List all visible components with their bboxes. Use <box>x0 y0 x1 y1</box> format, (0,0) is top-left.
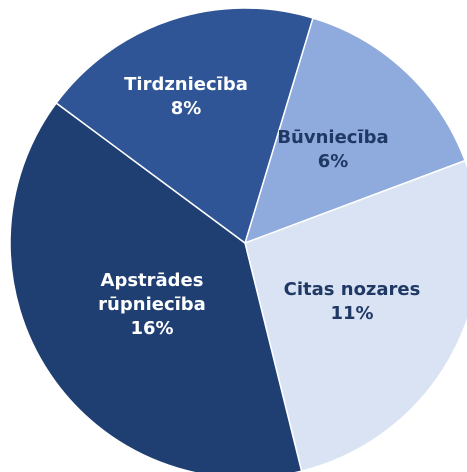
slice-label: Citas nozares 11% <box>265 278 440 326</box>
percent: 6% <box>317 151 349 172</box>
percent: 8% <box>170 98 202 119</box>
pie-slice <box>244 159 467 472</box>
category: Citas nozares <box>283 279 421 300</box>
slice-label: Būvniecība 6% <box>268 126 398 174</box>
category: Būvniecība <box>277 127 389 148</box>
percent: 11% <box>330 303 374 324</box>
slice-label: Tirdzniecība 8% <box>111 73 261 121</box>
slice-label: Apstrādes rūpniecība 16% <box>82 269 222 341</box>
pie-slice <box>243 17 467 245</box>
percent: 16% <box>130 318 174 339</box>
category: Apstrādes rūpniecība <box>98 270 206 315</box>
pie-slice <box>55 7 314 245</box>
category: Tirdzniecība <box>124 74 248 95</box>
pie-slice <box>9 101 303 472</box>
